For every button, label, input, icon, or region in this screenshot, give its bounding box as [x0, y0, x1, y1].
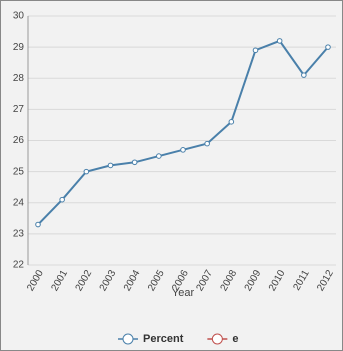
y-tick-label: 30 [13, 11, 25, 22]
point [131, 159, 138, 166]
y-tick-label: 23 [13, 229, 25, 240]
point [107, 162, 114, 169]
y-tick-label: 22 [13, 260, 25, 271]
y-tick-label: 29 [13, 42, 25, 53]
legend-item: Percent [118, 333, 184, 345]
point [156, 153, 162, 159]
y-tick-label: 27 [13, 104, 25, 115]
point [325, 44, 331, 50]
y-tick-label: 25 [13, 166, 25, 177]
point [252, 47, 259, 54]
point [59, 196, 65, 203]
y-tick-label: 28 [13, 73, 25, 84]
point [228, 119, 235, 125]
legend-item: e [207, 333, 238, 345]
y-tick-label: 24 [13, 197, 25, 208]
point [301, 72, 307, 78]
point [204, 140, 210, 147]
point [83, 168, 90, 175]
legend-marker [122, 333, 134, 345]
legend-label: Percent [143, 333, 184, 345]
x-axis-label: Year [172, 287, 195, 299]
point [276, 38, 283, 44]
point [35, 221, 41, 228]
legend-label: e [232, 333, 238, 345]
legend-marker [211, 333, 223, 345]
y-tick-label: 26 [13, 135, 25, 146]
point [180, 147, 186, 153]
